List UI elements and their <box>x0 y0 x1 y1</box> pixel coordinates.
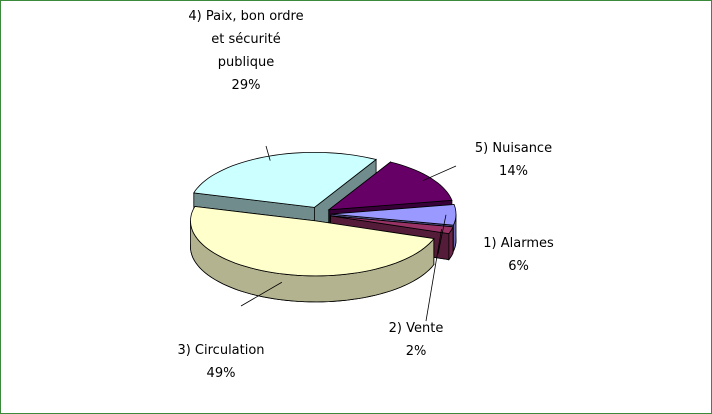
slice-label: 4) Paix, bon ordre et sécurité publique 2… <box>186 5 306 97</box>
value-label: 6% <box>508 259 529 274</box>
leader-line <box>437 214 447 255</box>
value-label: 14% <box>499 164 528 179</box>
category-label: 2) Vente <box>388 321 444 336</box>
category-label: 4) Paix, bon ordre et sécurité publique <box>188 9 304 70</box>
value-label: 49% <box>206 366 236 381</box>
category-label: 5) Nuisance <box>474 141 553 156</box>
pie-slice <box>327 161 453 211</box>
pie-slice <box>193 152 378 208</box>
leader-line <box>240 281 283 307</box>
leader-line <box>265 145 271 161</box>
category-label: 1) Alarmes <box>483 236 554 251</box>
leader-line <box>422 165 457 182</box>
value-label: 29% <box>231 78 261 93</box>
leader-line <box>425 229 442 322</box>
pie-slice <box>330 215 454 235</box>
value-label: 2% <box>405 344 427 359</box>
slice-label: 5) Nuisance 14% <box>456 137 571 183</box>
slice-label: 1) Alarmes 6% <box>471 232 566 278</box>
category-label: 3) Circulation <box>177 343 265 358</box>
pie-slice <box>330 204 457 226</box>
slice-label: 2) Vente 2% <box>371 317 461 363</box>
slice-label: 3) Circulation 49% <box>151 339 291 385</box>
pie-slice <box>190 206 435 277</box>
